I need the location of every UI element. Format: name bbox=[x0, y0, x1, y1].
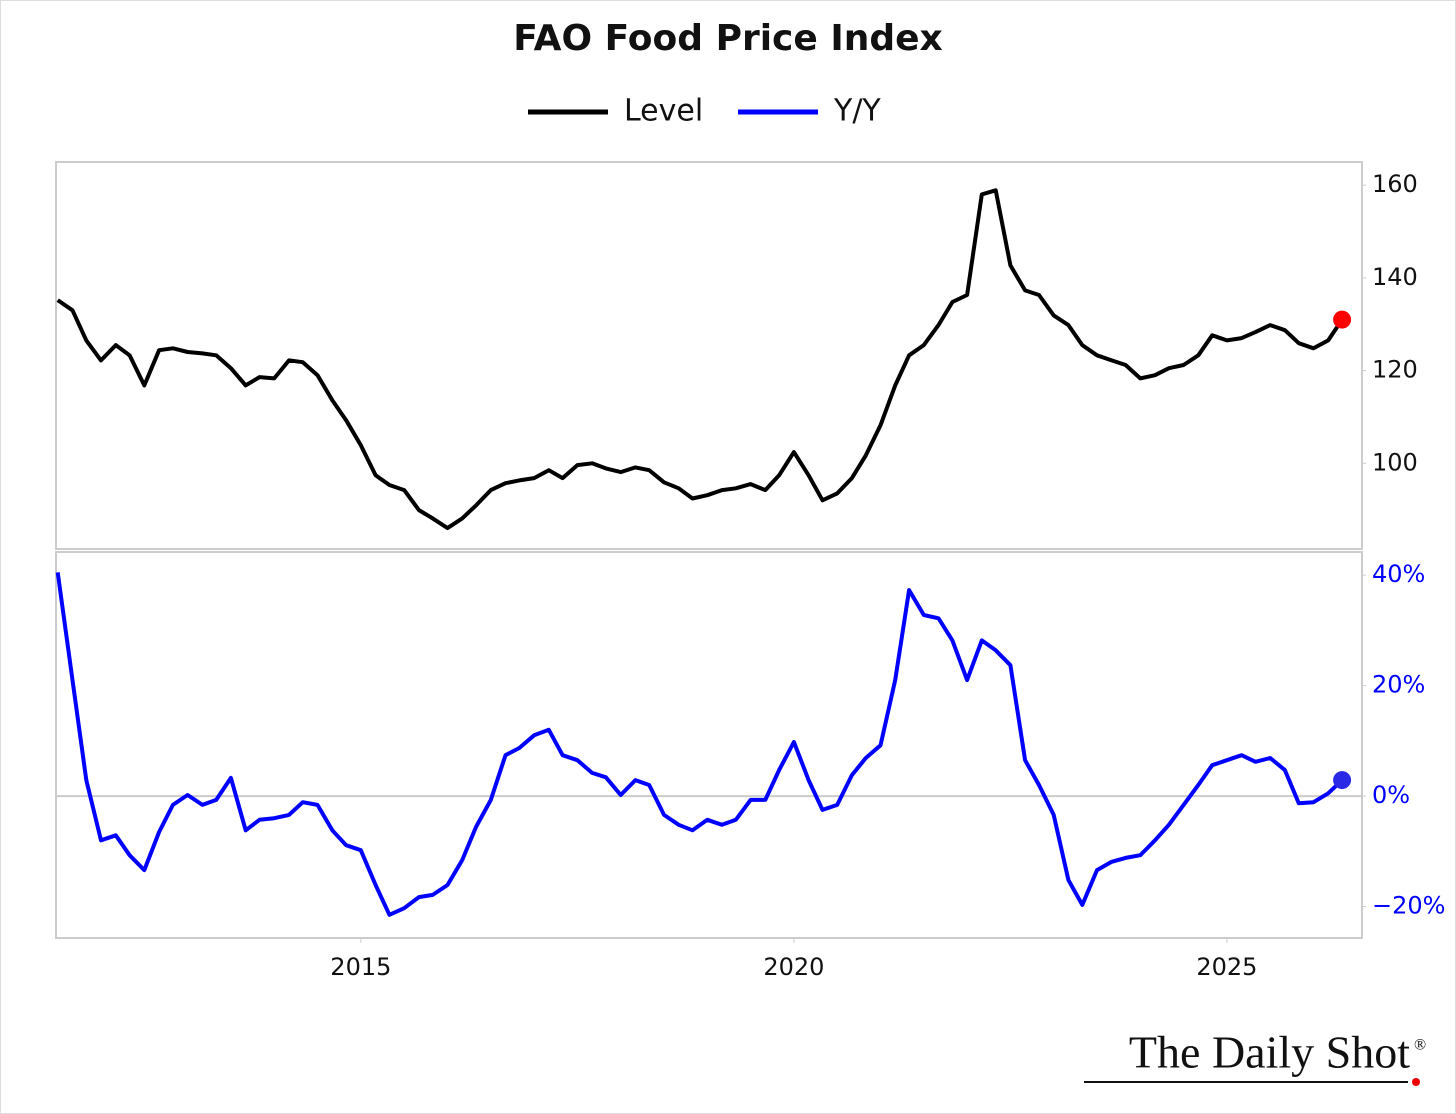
x-tick-label: 2025 bbox=[1196, 953, 1257, 981]
series-line bbox=[56, 188, 1344, 531]
y-tick-label: 20% bbox=[1372, 671, 1425, 699]
y-tick-label: 140 bbox=[1372, 263, 1418, 291]
legend-label: Level bbox=[624, 94, 703, 129]
y-tick-label: 100 bbox=[1372, 448, 1418, 476]
logo: The Daily Shot bbox=[1129, 1027, 1410, 1078]
y-tick-label: −20% bbox=[1372, 892, 1445, 920]
x-tick-label: 2020 bbox=[763, 953, 824, 981]
logo-mark: ® bbox=[1414, 1037, 1426, 1054]
panel-frame bbox=[55, 551, 1363, 939]
logo-dot bbox=[1412, 1078, 1420, 1086]
y-tick-label: 120 bbox=[1372, 356, 1418, 384]
last-point bbox=[1333, 771, 1352, 790]
y-tick-label: 160 bbox=[1372, 170, 1418, 198]
legend-label: Y/Y bbox=[833, 94, 881, 129]
x-tick-label: 2015 bbox=[330, 953, 391, 981]
chart-title: FAO Food Price Index bbox=[513, 18, 943, 59]
panel-frame bbox=[55, 161, 1363, 550]
y-tick-label: 0% bbox=[1372, 781, 1410, 809]
series-line bbox=[55, 572, 1344, 917]
last-point bbox=[1333, 310, 1352, 329]
y-tick-label: 40% bbox=[1372, 560, 1425, 588]
